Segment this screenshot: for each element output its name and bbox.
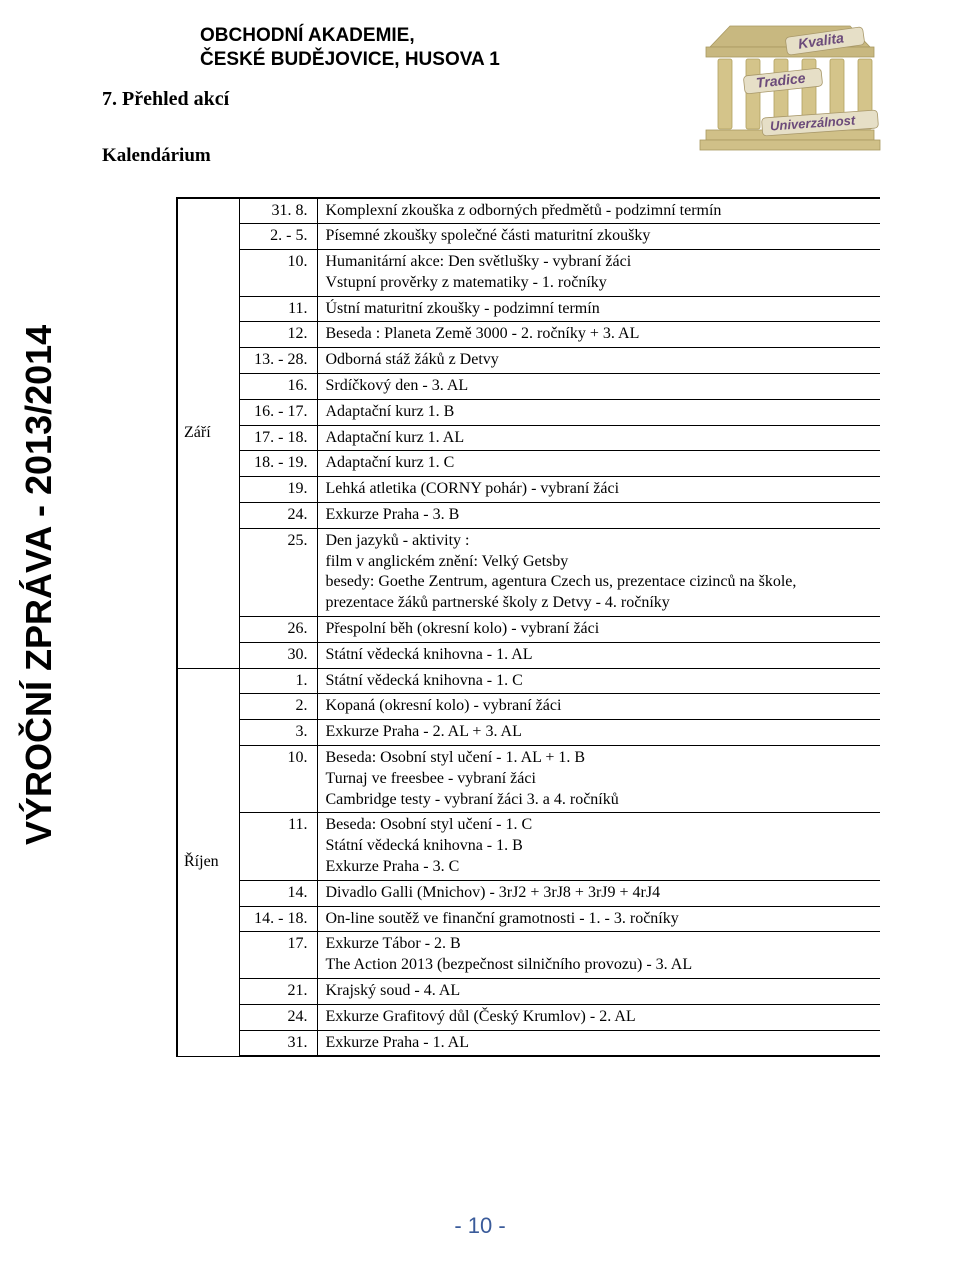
date-cell: 16. (239, 374, 317, 400)
table-row: 14. - 18.On-line soutěž ve finanční gram… (177, 906, 880, 932)
desc-cell: Exkurze Tábor - 2. BThe Action 2013 (bez… (317, 932, 880, 979)
desc-cell: Adaptační kurz 1. AL (317, 425, 880, 451)
desc-cell: Den jazyků - aktivity :film v anglickém … (317, 528, 880, 616)
calendar-table: Září31. 8.Komplexní zkouška z odborných … (176, 197, 880, 1058)
sidebar-vertical-title: VÝROČNÍ ZPRÁVA - 2013/2014 (18, 325, 60, 845)
table-row: 21.Krajský soud - 4. AL (177, 979, 880, 1005)
table-row: 2.Kopaná (okresní kolo) - vybraní žáci (177, 694, 880, 720)
date-cell: 30. (239, 642, 317, 668)
table-row: 17.Exkurze Tábor - 2. BThe Action 2013 (… (177, 932, 880, 979)
date-cell: 25. (239, 528, 317, 616)
table-row: 19.Lehká atletika (CORNY pohár) - vybran… (177, 477, 880, 503)
date-cell: 31. 8. (239, 198, 317, 224)
table-row: Září31. 8.Komplexní zkouška z odborných … (177, 198, 880, 224)
date-cell: 11. (239, 296, 317, 322)
date-cell: 17. (239, 932, 317, 979)
date-cell: 17. - 18. (239, 425, 317, 451)
desc-cell: Lehká atletika (CORNY pohár) - vybraní ž… (317, 477, 880, 503)
table-row: 3.Exkurze Praha - 2. AL + 3. AL (177, 720, 880, 746)
table-row: 14.Divadlo Galli (Mnichov) - 3rJ2 + 3rJ8… (177, 880, 880, 906)
desc-cell: On-line soutěž ve finanční gramotnosti -… (317, 906, 880, 932)
date-cell: 10. (239, 746, 317, 813)
table-row: 17. - 18.Adaptační kurz 1. AL (177, 425, 880, 451)
table-row: 10.Beseda: Osobní styl učení - 1. AL + 1… (177, 746, 880, 813)
date-cell: 2. (239, 694, 317, 720)
table-row: 13. - 28.Odborná stáž žáků z Detvy (177, 348, 880, 374)
month-cell: Říjen (177, 668, 239, 1056)
table-row: 16.Srdíčkový den - 3. AL (177, 374, 880, 400)
table-row: 11.Ústní maturitní zkoušky - podzimní te… (177, 296, 880, 322)
date-cell: 14. (239, 880, 317, 906)
desc-cell: Státní vědecká knihovna - 1. C (317, 668, 880, 694)
table-row: 2. - 5.Písemné zkoušky společné části ma… (177, 224, 880, 250)
date-cell: 24. (239, 1004, 317, 1030)
date-cell: 18. - 19. (239, 451, 317, 477)
table-row: Říjen1.Státní vědecká knihovna - 1. C (177, 668, 880, 694)
desc-cell: Exkurze Grafitový důl (Český Krumlov) - … (317, 1004, 880, 1030)
date-cell: 21. (239, 979, 317, 1005)
page-number: - 10 - (0, 1213, 960, 1239)
desc-cell: Exkurze Praha - 3. B (317, 503, 880, 529)
date-cell: 26. (239, 617, 317, 643)
table-row: 25.Den jazyků - aktivity :film v anglick… (177, 528, 880, 616)
desc-cell: Ústní maturitní zkoušky - podzimní termí… (317, 296, 880, 322)
table-row: 24.Exkurze Grafitový důl (Český Krumlov)… (177, 1004, 880, 1030)
date-cell: 19. (239, 477, 317, 503)
date-cell: 12. (239, 322, 317, 348)
table-row: 30.Státní vědecká knihovna - 1. AL (177, 642, 880, 668)
desc-cell: Exkurze Praha - 1. AL (317, 1030, 880, 1056)
desc-cell: Srdíčkový den - 3. AL (317, 374, 880, 400)
desc-cell: Písemné zkoušky společné části maturitní… (317, 224, 880, 250)
table-row: 31.Exkurze Praha - 1. AL (177, 1030, 880, 1056)
desc-cell: Přespolní běh (okresní kolo) - vybraní ž… (317, 617, 880, 643)
table-row: 16. - 17.Adaptační kurz 1. B (177, 399, 880, 425)
table-row: 26.Přespolní běh (okresní kolo) - vybran… (177, 617, 880, 643)
table-row: 11.Beseda: Osobní styl učení - 1. CStátn… (177, 813, 880, 880)
table-row: 24.Exkurze Praha - 3. B (177, 503, 880, 529)
desc-cell: Kopaná (okresní kolo) - vybraní žáci (317, 694, 880, 720)
date-cell: 31. (239, 1030, 317, 1056)
school-logo: Kvalita Tradice Univerzálnost (690, 12, 890, 157)
desc-cell: Divadlo Galli (Mnichov) - 3rJ2 + 3rJ8 + … (317, 880, 880, 906)
date-cell: 14. - 18. (239, 906, 317, 932)
date-cell: 10. (239, 250, 317, 297)
date-cell: 3. (239, 720, 317, 746)
desc-cell: Komplexní zkouška z odborných předmětů -… (317, 198, 880, 224)
desc-cell: Státní vědecká knihovna - 1. AL (317, 642, 880, 668)
desc-cell: Krajský soud - 4. AL (317, 979, 880, 1005)
date-cell: 13. - 28. (239, 348, 317, 374)
desc-cell: Beseda : Planeta Země 3000 - 2. ročníky … (317, 322, 880, 348)
date-cell: 16. - 17. (239, 399, 317, 425)
table-row: 10.Humanitární akce: Den světlušky - vyb… (177, 250, 880, 297)
date-cell: 11. (239, 813, 317, 880)
desc-cell: Exkurze Praha - 2. AL + 3. AL (317, 720, 880, 746)
month-cell: Září (177, 198, 239, 669)
table-row: 18. - 19.Adaptační kurz 1. C (177, 451, 880, 477)
desc-cell: Adaptační kurz 1. B (317, 399, 880, 425)
desc-cell: Beseda: Osobní styl učení - 1. CStátní v… (317, 813, 880, 880)
date-cell: 24. (239, 503, 317, 529)
date-cell: 1. (239, 668, 317, 694)
desc-cell: Humanitární akce: Den světlušky - vybran… (317, 250, 880, 297)
desc-cell: Adaptační kurz 1. C (317, 451, 880, 477)
table-row: 12.Beseda : Planeta Země 3000 - 2. roční… (177, 322, 880, 348)
date-cell: 2. - 5. (239, 224, 317, 250)
desc-cell: Beseda: Osobní styl učení - 1. AL + 1. B… (317, 746, 880, 813)
desc-cell: Odborná stáž žáků z Detvy (317, 348, 880, 374)
